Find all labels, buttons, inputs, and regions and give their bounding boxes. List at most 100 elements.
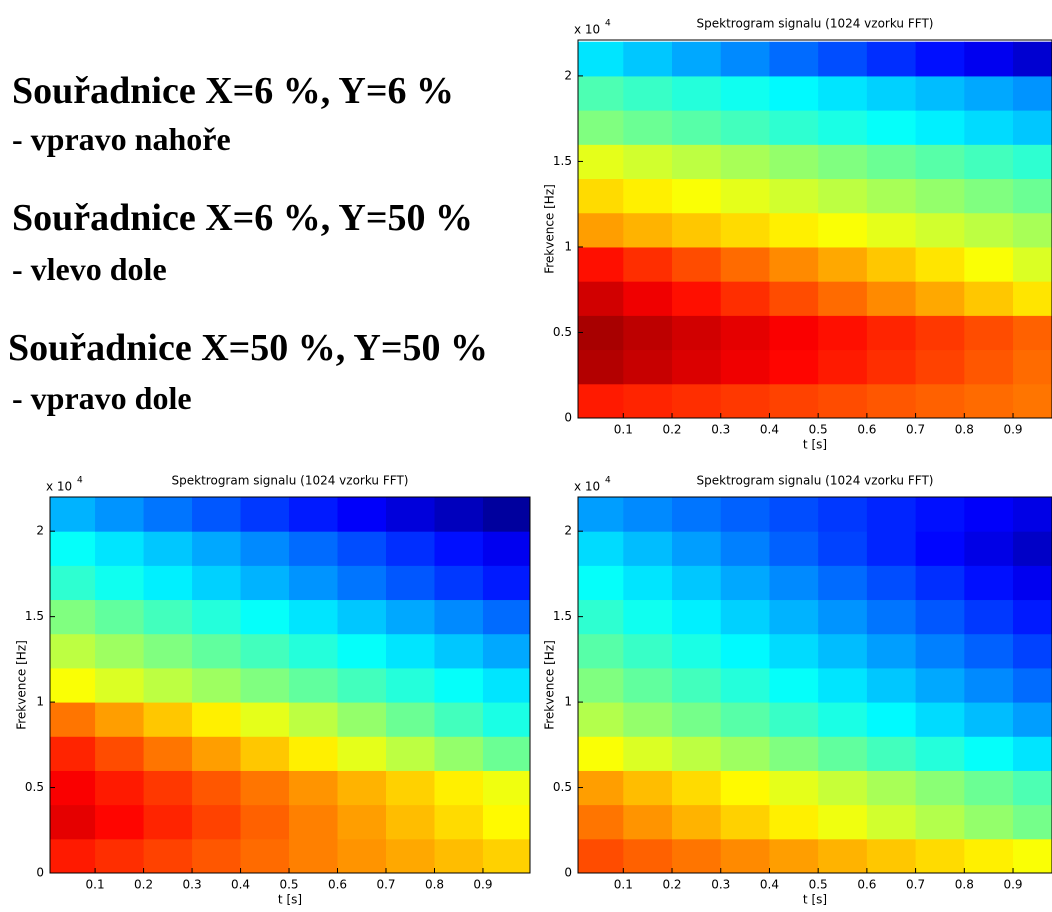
heat-cell — [769, 839, 818, 874]
heat-cell — [338, 634, 387, 669]
heat-cell — [769, 144, 818, 179]
heat-cell — [483, 805, 532, 840]
heat-cell — [144, 600, 193, 635]
heading: Souřadnice X=50 %, Y=50 % — [8, 327, 488, 369]
heat-cell — [867, 76, 916, 111]
heat-cell — [867, 565, 916, 600]
y-axis-label: Frekvence [Hz] — [543, 184, 557, 274]
y-tick-label: 2 — [36, 524, 44, 538]
heat-cell — [867, 805, 916, 840]
heat-cell — [916, 213, 965, 248]
x-tick-label: 0.2 — [134, 878, 153, 892]
heat-cell — [575, 702, 624, 737]
x-tick-label: 0.5 — [279, 878, 298, 892]
heat-cell — [575, 839, 624, 874]
heat-cell — [721, 634, 770, 669]
y-multiplier: x 10 — [574, 23, 600, 37]
heat-cell — [192, 839, 241, 874]
heat-cell — [916, 839, 965, 874]
heat-cell — [964, 247, 1013, 282]
heat-cell — [95, 770, 144, 805]
heat-cell — [916, 770, 965, 805]
heat-cell — [95, 531, 144, 566]
heat-cell — [144, 668, 193, 703]
heat-cell — [386, 531, 435, 566]
heat-cell — [964, 76, 1013, 111]
heat-cell — [769, 179, 818, 214]
heat-cell — [338, 736, 387, 771]
heat-cell — [672, 531, 721, 566]
heat-cell — [47, 497, 96, 532]
x-tick-label: 0.8 — [955, 423, 974, 437]
heat-cell — [1013, 805, 1052, 840]
heat-cell — [623, 565, 672, 600]
x-tick-label: 0.1 — [614, 423, 633, 437]
heat-cell — [623, 531, 672, 566]
heat-cell — [386, 565, 435, 600]
heat-cell — [434, 565, 483, 600]
heat-cell — [95, 634, 144, 669]
heat-cell — [1013, 144, 1052, 179]
heat-cell — [721, 213, 770, 248]
y-axis-label: Frekvence [Hz] — [15, 640, 29, 730]
heat-cell — [192, 565, 241, 600]
heat-cell — [867, 702, 916, 737]
heat-cell — [289, 600, 338, 635]
heatmap — [575, 497, 1052, 874]
chart-title: Spektrogram signalu (1024 vzorku FFT) — [697, 474, 934, 488]
x-tick-label: 0.6 — [857, 878, 876, 892]
heat-cell — [867, 668, 916, 703]
heat-cell — [95, 600, 144, 635]
heat-cell — [386, 770, 435, 805]
heat-cell — [623, 668, 672, 703]
heat-cell — [867, 315, 916, 350]
heat-cell — [769, 805, 818, 840]
heat-cell — [95, 668, 144, 703]
heat-cell — [672, 565, 721, 600]
heat-cell — [241, 805, 290, 840]
heat-cell — [867, 497, 916, 532]
heat-cell — [144, 839, 193, 874]
heat-cell — [867, 600, 916, 635]
x-tick-label: 0.7 — [376, 878, 395, 892]
heat-cell — [916, 76, 965, 111]
heat-cell — [483, 839, 532, 874]
heat-cell — [575, 281, 624, 316]
heat-cell — [672, 805, 721, 840]
x-tick-label: 0.8 — [955, 878, 974, 892]
note: - vpravo dole — [12, 380, 192, 416]
heat-cell — [818, 805, 867, 840]
heat-cell — [867, 531, 916, 566]
note: - vlevo dole — [12, 251, 167, 287]
heat-cell — [386, 600, 435, 635]
heat-cell — [672, 702, 721, 737]
heat-cell — [964, 497, 1013, 532]
heat-cell — [575, 565, 624, 600]
heat-cell — [1013, 497, 1052, 532]
heat-cell — [964, 315, 1013, 350]
y-tick-label: 0.5 — [25, 780, 44, 794]
heat-cell — [818, 497, 867, 532]
chart-title: Spektrogram signalu (1024 vzorku FFT) — [172, 474, 409, 488]
heat-cell — [964, 384, 1013, 419]
x-tick-label: 0.3 — [711, 423, 730, 437]
y-multiplier-exp: 4 — [605, 19, 611, 29]
x-axis-label: t [s] — [803, 893, 827, 907]
heat-cell — [144, 805, 193, 840]
heat-cell — [289, 634, 338, 669]
heat-cell — [964, 736, 1013, 771]
heat-cell — [818, 736, 867, 771]
heat-cell — [818, 144, 867, 179]
heat-cell — [672, 839, 721, 874]
heat-cell — [483, 736, 532, 771]
x-tick-label: 0.6 — [328, 878, 347, 892]
heat-cell — [483, 634, 532, 669]
heat-cell — [818, 565, 867, 600]
heat-cell — [769, 281, 818, 316]
heat-cell — [964, 213, 1013, 248]
heat-cell — [386, 634, 435, 669]
heat-cell — [623, 76, 672, 111]
heat-cell — [575, 110, 624, 145]
heat-cell — [672, 213, 721, 248]
heat-cell — [769, 565, 818, 600]
